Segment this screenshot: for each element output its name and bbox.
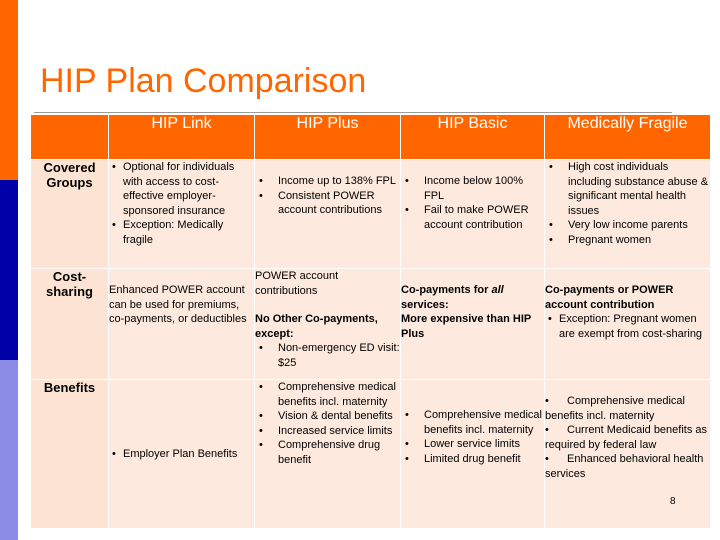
list-item: Comprehensive drug benefit bbox=[255, 438, 400, 467]
cell-cost-hip-plus: POWER account contributions No Other Co-… bbox=[254, 268, 401, 380]
header-corner bbox=[30, 114, 109, 160]
list-item: Comprehensive medical benefits incl. mat… bbox=[401, 408, 544, 437]
list-item: Comprehensive medical benefits incl. mat… bbox=[255, 380, 400, 409]
side-band-periwinkle bbox=[0, 360, 18, 540]
cell-benefits-hip-plus: Comprehensive medical benefits incl. mat… bbox=[254, 379, 401, 529]
list-item: Consistent POWER account contributions bbox=[255, 189, 400, 218]
cell-benefits-hip-link: Employer Plan Benefits bbox=[108, 379, 255, 529]
list-item: Vision & dental benefits bbox=[255, 409, 400, 424]
list-item: Limited drug benefit bbox=[401, 452, 544, 467]
list-item: Income up to 138% FPL bbox=[255, 174, 400, 189]
list-item: • Enhanced behavioral health services bbox=[545, 453, 704, 480]
cell-text: Co-payments for all services: bbox=[401, 284, 504, 311]
side-band-navy bbox=[0, 180, 18, 360]
cell-text: Co-payments or POWER account contributio… bbox=[545, 284, 674, 311]
row-benefits: Benefits Employer Plan Benefits Comprehe… bbox=[30, 379, 711, 529]
row-label-cost-sharing: Cost-sharing bbox=[30, 268, 109, 380]
page-number: 8 bbox=[670, 496, 676, 507]
page-title: HIP Plan Comparison bbox=[40, 62, 367, 100]
cell-cost-medically-fragile: Co-payments or POWER account contributio… bbox=[544, 268, 711, 380]
cell-covered-medically-fragile: High cost individuals including substanc… bbox=[544, 159, 711, 269]
list-item: Increased service limits bbox=[255, 424, 400, 439]
title-divider bbox=[34, 112, 672, 113]
cell-subhead: No Other Co-payments, except: bbox=[255, 313, 378, 340]
list-item: Non-emergency ED visit: $25 bbox=[255, 341, 400, 370]
list-item: High cost individuals including substanc… bbox=[545, 160, 710, 218]
header-medically-fragile: Medically Fragile bbox=[544, 114, 711, 160]
list-item: Income below 100% FPL bbox=[401, 174, 544, 203]
cell-benefits-hip-basic: Comprehensive medical benefits incl. mat… bbox=[400, 379, 545, 529]
comparison-table: HIP Link HIP Plus HIP Basic Medically Fr… bbox=[30, 114, 711, 529]
row-covered-groups: Covered Groups Optional for individuals … bbox=[30, 159, 711, 269]
cell-text: Enhanced POWER account can be used for p… bbox=[109, 284, 247, 325]
list-item: Exception: Pregnant women are exempt fro… bbox=[545, 312, 710, 341]
list-item: Pregnant women bbox=[545, 233, 710, 248]
list-item: Optional for individuals with access to … bbox=[109, 160, 254, 218]
cell-covered-hip-link: Optional for individuals with access to … bbox=[108, 159, 255, 269]
cell-covered-hip-plus: Income up to 138% FPL Consistent POWER a… bbox=[254, 159, 401, 269]
header-hip-link: HIP Link bbox=[108, 114, 255, 160]
row-cost-sharing: Cost-sharing Enhanced POWER account can … bbox=[30, 268, 711, 380]
list-item: Exception: Medically fragile bbox=[109, 218, 254, 247]
side-band-orange bbox=[0, 0, 18, 180]
list-item: • Current Medicaid benefits as required b… bbox=[545, 424, 708, 451]
cell-covered-hip-basic: Income below 100% FPL Fail to make POWER… bbox=[400, 159, 545, 269]
list-item: Very low income parents bbox=[545, 218, 710, 233]
row-label-covered-groups: Covered Groups bbox=[30, 159, 109, 269]
list-item: • Comprehensive medical benefits incl. ma… bbox=[545, 395, 685, 422]
cell-cost-hip-basic: Co-payments for all services: More expen… bbox=[400, 268, 545, 380]
header-hip-plus: HIP Plus bbox=[254, 114, 401, 160]
list-item: Fail to make POWER account contribution bbox=[401, 203, 544, 232]
cell-cost-hip-link: Enhanced POWER account can be used for p… bbox=[108, 268, 255, 380]
list-item: Lower service limits bbox=[401, 437, 544, 452]
cell-text: More expensive than HIP Plus bbox=[401, 313, 532, 340]
list-item: Employer Plan Benefits bbox=[109, 447, 254, 462]
cell-text: POWER account contributions bbox=[255, 270, 339, 297]
row-label-benefits: Benefits bbox=[30, 379, 109, 529]
cell-benefits-medically-fragile: • Comprehensive medical benefits incl. ma… bbox=[544, 379, 711, 529]
header-hip-basic: HIP Basic bbox=[400, 114, 545, 160]
header-row: HIP Link HIP Plus HIP Basic Medically Fr… bbox=[30, 114, 711, 160]
